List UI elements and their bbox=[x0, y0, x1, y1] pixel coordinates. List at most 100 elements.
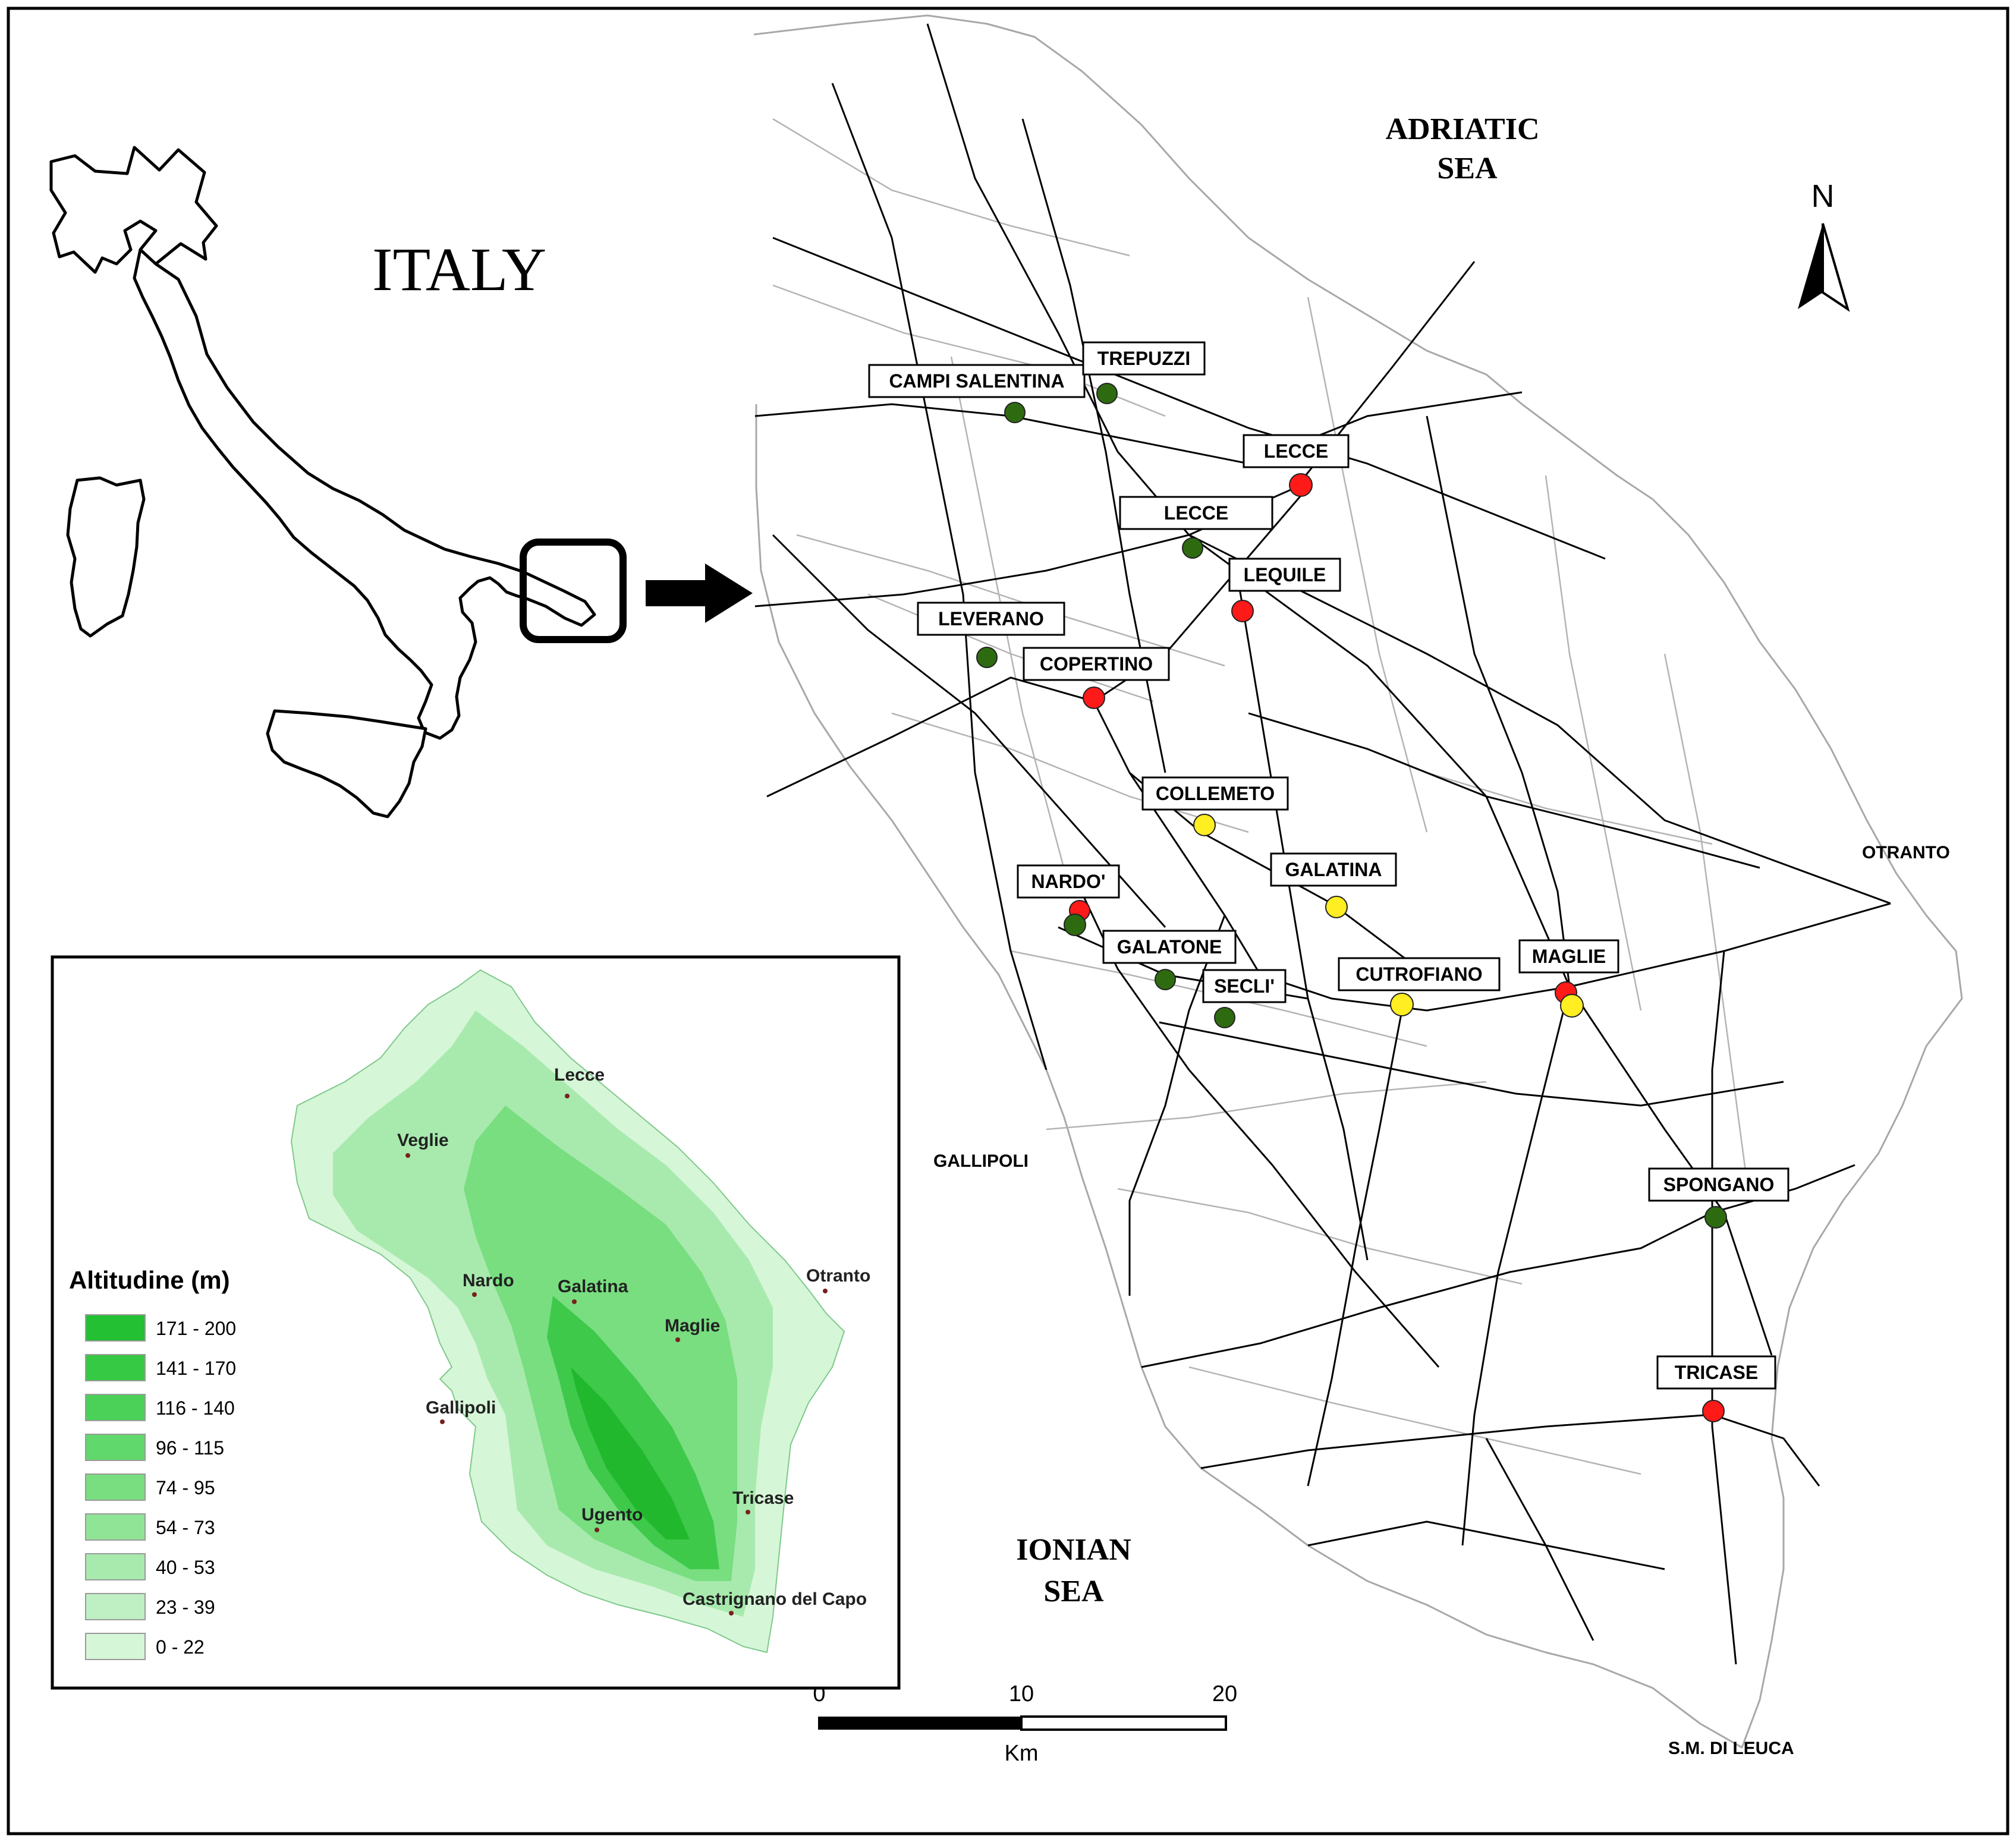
legend-row: 74 - 95 bbox=[85, 1473, 215, 1501]
site-4: LEQUILE bbox=[1228, 558, 1341, 622]
site-1: TREPUZZI bbox=[1082, 341, 1206, 404]
legend-label: 116 - 140 bbox=[156, 1397, 235, 1419]
site-dot bbox=[1702, 1400, 1725, 1422]
site-label-box bbox=[1228, 558, 1341, 592]
scale-bar-light bbox=[1020, 1715, 1227, 1731]
site-9: GALATINA bbox=[1270, 852, 1397, 918]
town-label: Castrignano del Capo bbox=[683, 1589, 867, 1609]
legend-label: 23 - 39 bbox=[156, 1597, 215, 1618]
site-10: GALATONE bbox=[1102, 930, 1237, 990]
town-label: Ugento bbox=[581, 1505, 643, 1525]
site-label: COPERTINO bbox=[1040, 653, 1153, 675]
ionian-sea-label-line2: SEA bbox=[1043, 1575, 1104, 1608]
town-label: Gallipoli bbox=[426, 1398, 496, 1418]
site-label: MAGLIE bbox=[1532, 946, 1606, 967]
site-5: LEVERANO bbox=[917, 602, 1065, 668]
sicily-outline bbox=[266, 709, 427, 818]
site-label-box bbox=[1202, 969, 1287, 1003]
legend-swatch bbox=[85, 1354, 146, 1381]
legend-label: 54 - 73 bbox=[156, 1517, 215, 1538]
site-label-box bbox=[1102, 930, 1237, 964]
legend-row: 96 - 115 bbox=[85, 1434, 224, 1461]
town-label: Lecce bbox=[554, 1065, 605, 1085]
italy-peninsula-outline bbox=[49, 146, 596, 740]
legend-swatch bbox=[85, 1394, 146, 1421]
town-marker bbox=[572, 1299, 577, 1304]
site-0: CAMPI SALENTINA bbox=[868, 364, 1086, 423]
town-marker bbox=[675, 1337, 680, 1342]
site-dot bbox=[1704, 1206, 1727, 1229]
site-2: LECCE bbox=[1243, 434, 1350, 497]
scale-tick-10: 10 bbox=[1009, 1682, 1034, 1706]
site-14: SPONGANO bbox=[1648, 1167, 1789, 1229]
site-label: LEQUILE bbox=[1244, 564, 1326, 585]
site-dot bbox=[1096, 383, 1118, 404]
legend-row: 0 - 22 bbox=[85, 1633, 205, 1660]
inset-towns: Lecce Veglie Nardo Galatina Otranto Magl… bbox=[397, 1065, 870, 1616]
coastline-outline bbox=[753, 14, 1963, 1749]
town-marker bbox=[595, 1528, 599, 1532]
gallipoli-label: GALLIPOLI bbox=[933, 1151, 1029, 1171]
site-label: CUTROFIANO bbox=[1355, 963, 1482, 985]
legend-swatch bbox=[85, 1593, 146, 1620]
legend-row: 23 - 39 bbox=[85, 1593, 215, 1620]
site-label: LEVERANO bbox=[938, 608, 1044, 629]
legend-row: 171 - 200 bbox=[85, 1314, 236, 1342]
site-dot bbox=[1390, 993, 1414, 1016]
site-6: COPERTINO bbox=[1023, 647, 1170, 709]
legend-swatch bbox=[85, 1633, 146, 1660]
scale-bar: 0 10 20 Km bbox=[813, 1682, 1237, 1766]
legend-title: Altitudine (m) bbox=[69, 1266, 230, 1294]
site-label: CAMPI SALENTINA bbox=[889, 370, 1064, 392]
site-15: TRICASE bbox=[1656, 1355, 1776, 1422]
legend-label: 0 - 22 bbox=[156, 1636, 205, 1658]
town-marker bbox=[823, 1289, 828, 1293]
site-7: COLLEMETO bbox=[1141, 776, 1289, 836]
site-label-box bbox=[917, 602, 1065, 636]
italy-label: ITALY bbox=[372, 235, 546, 304]
extra-site-dot-nardo bbox=[1064, 914, 1086, 936]
legend-swatch bbox=[85, 1314, 146, 1342]
site-label: TRICASE bbox=[1675, 1362, 1758, 1383]
town-marker bbox=[565, 1094, 570, 1098]
legend-label: 171 - 200 bbox=[156, 1318, 236, 1339]
legend-row: 116 - 140 bbox=[85, 1394, 235, 1421]
site-label-box bbox=[1082, 341, 1206, 376]
site-11: SECLI' bbox=[1202, 969, 1287, 1028]
ionian-sea-label-line1: IONIAN bbox=[1016, 1533, 1131, 1567]
adriatic-sea-label-line1: ADRIATIC bbox=[1385, 112, 1539, 146]
otranto-label: OTRANTO bbox=[1862, 843, 1950, 862]
north-arrow-right bbox=[1822, 223, 1850, 312]
site-label-box bbox=[868, 364, 1086, 398]
town-marker bbox=[440, 1419, 445, 1424]
site-label: SPONGANO bbox=[1663, 1174, 1775, 1195]
town-label: Otranto bbox=[806, 1266, 870, 1286]
legend-label: 96 - 115 bbox=[156, 1437, 224, 1459]
site-label-box bbox=[1270, 852, 1397, 887]
legend-row: 141 - 170 bbox=[85, 1354, 236, 1381]
leuca-label: S.M. DI LEUCA bbox=[1668, 1739, 1794, 1758]
town-label: Maglie bbox=[665, 1316, 720, 1336]
legend-swatch bbox=[85, 1434, 146, 1461]
town-label: Galatina bbox=[558, 1277, 628, 1296]
site-12: CUTROFIANO bbox=[1338, 957, 1501, 1016]
altitude-legend: Altitudine (m) 171 - 200 141 - 170 116 -… bbox=[69, 1266, 236, 1660]
site-label-box bbox=[1338, 957, 1501, 991]
north-arrow: N bbox=[1798, 178, 1850, 312]
north-letter: N bbox=[1811, 178, 1835, 214]
site-label-box bbox=[1518, 939, 1619, 974]
altitude-inset: Lecce Veglie Nardo Galatina Otranto Magl… bbox=[51, 955, 901, 1690]
legend-label: 40 - 53 bbox=[156, 1557, 215, 1578]
study-area-highlight bbox=[520, 539, 627, 643]
legend-row: 40 - 53 bbox=[85, 1553, 215, 1580]
north-arrow-left bbox=[1798, 223, 1823, 309]
site-label-box bbox=[1119, 496, 1273, 530]
site-label-box bbox=[1648, 1167, 1789, 1202]
site-label-box bbox=[1141, 776, 1289, 811]
scale-unit: Km bbox=[1005, 1741, 1039, 1766]
town-marker bbox=[472, 1292, 477, 1297]
legend-label: 74 - 95 bbox=[156, 1477, 215, 1498]
adriatic-sea-label-line2: SEA bbox=[1437, 152, 1498, 185]
site-label: TREPUZZI bbox=[1097, 348, 1190, 369]
legend-swatch bbox=[85, 1513, 146, 1541]
